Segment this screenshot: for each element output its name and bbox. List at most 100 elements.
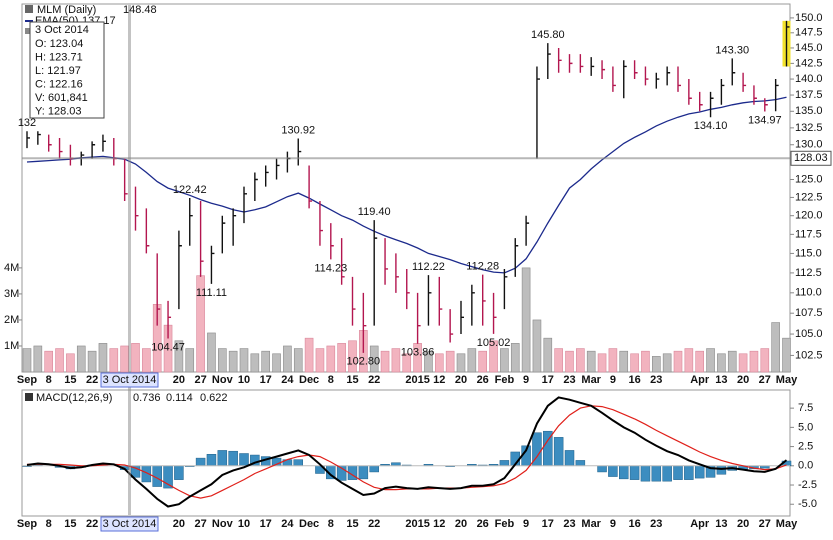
x-tick-label: 8 [46,518,52,530]
volume-bar [489,340,498,373]
macd-histogram-bar [629,465,640,480]
price-bar [720,79,725,105]
legend-macd-value: 0.736 [133,392,161,404]
macd-histogram-bar [651,465,662,482]
y-tick-label: 145.0 [795,42,823,54]
price-bar [297,138,302,166]
crosshair-date: 3 Oct 2014 [103,374,157,386]
x-tick-label: 8 [46,374,52,386]
price-bar [254,172,258,202]
x-tick-label: Sep [17,374,37,386]
x-tick-label: 9 [610,518,616,530]
x-tick-label: 13 [715,518,727,530]
x-tick-label: Mar [581,518,601,530]
macd-layer: -5.0 -2.5 0.0 2.5 5.0 7.5 [22,396,817,510]
x-tick-label: 23 [650,518,662,530]
legend-price-value: 148.48 [123,4,157,16]
y-tick-label: 125.0 [795,173,823,185]
macd-tick-label: -5.0 [798,498,817,510]
x-tick-label: 20 [173,374,185,386]
legend-histogram-value: 0.622 [200,392,228,404]
volume-bar [597,353,607,373]
volume-bar [326,345,336,373]
y-tick-label: 142.5 [795,57,823,69]
crosshair-date: 3 Oct 2014 [103,518,157,530]
price-bar [427,275,432,326]
price-bar [471,284,475,326]
price-bar [319,201,323,246]
volume-bar [304,337,314,373]
volume-bar [348,340,357,373]
macd-histogram-bar [293,459,303,467]
volume-bar [261,350,271,373]
price-bar [134,186,139,231]
volume-bar [380,350,390,373]
volume-bar [695,350,705,373]
price-bar [579,54,584,73]
x-tick-label: 27 [759,518,771,530]
crosshair-value-box [790,150,832,166]
price-annotation: 112.22 [412,261,445,273]
x-tick-label: 16 [628,518,640,530]
x-tick-label: 17 [542,518,554,530]
legend-volume-icon [25,28,31,34]
price-bar [384,238,389,285]
price-bar [753,85,757,105]
price-bar [633,60,638,80]
macd-tick-label: 5.0 [798,421,813,433]
y-tick-label: 115.0 [795,247,822,259]
volume-bar [673,350,683,373]
x-tick-label: Apr [690,374,710,386]
macd-histogram-bar [217,450,228,467]
overlay-layer: Sep Sep 8 8 15 15 22 22 20 20 27 27 Nov Nov 10 10 17 17 24… [17,4,832,532]
price-bar [460,300,464,335]
price-annotation: 134.10 [694,120,728,132]
legend-macd-name: MACD(12,26,9) [36,392,112,404]
price-bar [764,98,768,112]
price-bar [178,230,182,310]
x-tick-label: 26 [477,518,489,530]
y-tick-label: 110.0 [795,287,822,299]
price-bar [167,300,172,339]
price-bar [644,66,649,86]
y-tick-label: 112.5 [795,267,822,279]
macd-histogram-bar [174,465,184,480]
volume-tick-label: 3M [4,288,19,300]
price-bar [525,215,530,246]
price-bar [416,292,421,344]
volume-bar [391,348,401,373]
y-tick-label: 120.0 [795,210,823,222]
price-bar [102,134,106,152]
price-annotation: 145.80 [531,29,565,41]
x-tick-label: 24 [281,518,294,530]
price-bar [536,66,540,159]
volume-bar [174,340,184,373]
x-tick-label: 22 [368,518,380,530]
volume-bar [608,348,618,373]
x-tick-label: Mar [581,374,601,386]
volume-bar [55,348,64,373]
y-tick-label: 137.5 [795,89,823,101]
x-tick-label: 20 [737,518,749,530]
volume-bar [337,343,346,373]
macd-tick-label: 2.5 [798,440,813,452]
x-tick-label: 2015 [405,518,429,530]
x-tick-label: Feb [495,374,515,386]
volume-bar [586,350,596,373]
x-tick-label: 9 [523,518,529,530]
x-tick-label: 20 [737,374,749,386]
volume-bar [576,348,585,373]
price-annotation: 104.47 [151,341,185,353]
volume-bar [717,353,726,373]
x-tick-label: 23 [563,374,575,386]
price-bar [568,54,573,73]
volume-bar [630,353,639,373]
volume-bar [98,343,108,373]
macd-histogram-bar [206,454,217,467]
price-annotation: 143.30 [715,44,749,56]
x-tick-label: Dec [299,374,319,386]
price-bar [308,165,313,209]
price-annotation: 114.23 [314,262,347,274]
volume-tick-label: 2M [4,314,19,326]
volume-tick-label: 1M [4,340,19,352]
